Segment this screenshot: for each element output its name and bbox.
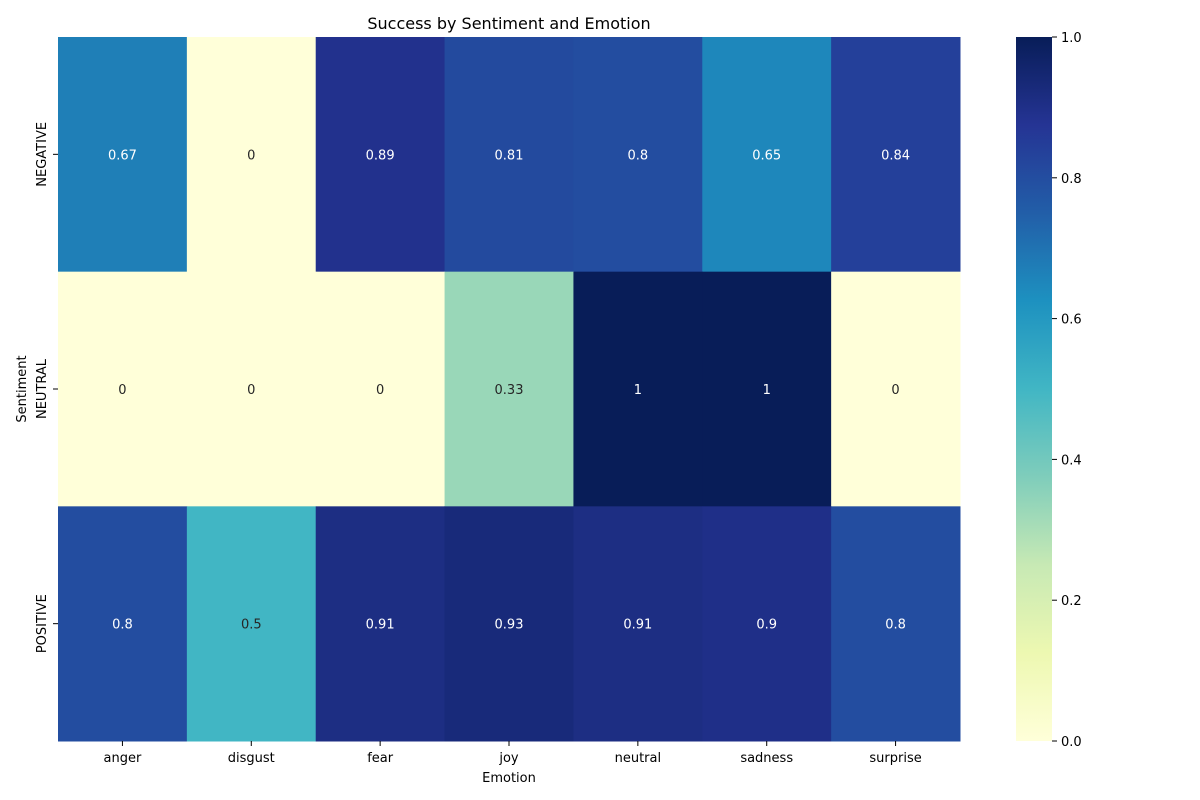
heatmap-cell-labels: 0.67 0 0.89 0.81 0.8 0.65 0.84 0 0 0 0.33 1 1 0 0.8 0.5… <box>108 148 910 632</box>
cell-value-label: 0 <box>891 383 899 398</box>
y-tick-label: NEUTRAL <box>35 358 50 419</box>
heatmap-cell <box>315 506 446 742</box>
cell-value-label: 0.65 <box>752 148 781 163</box>
cell-value-label: 0.8 <box>628 148 649 163</box>
colorbar-tick-label: 0.8 <box>1061 172 1082 187</box>
heatmap-cell <box>444 37 574 273</box>
x-axis-label: Emotion <box>482 771 536 786</box>
cell-value-label: 0.5 <box>241 618 262 633</box>
cell-value-label: 0.81 <box>495 148 524 163</box>
cell-value-label: 0.8 <box>885 618 906 633</box>
heatmap-cell <box>444 271 574 507</box>
y-axis-label: Sentiment <box>15 355 30 422</box>
x-tick-label: anger <box>104 751 142 766</box>
colorbar-tick-label: 1.0 <box>1061 31 1082 46</box>
x-tick-label: joy <box>498 751 519 766</box>
heatmap-cell <box>186 37 317 273</box>
colorbar-tick-label: 0.4 <box>1061 453 1082 468</box>
y-tick-label: POSITIVE <box>35 594 50 653</box>
y-axis-ticks: NEGATIVE NEUTRAL POSITIVE <box>35 122 58 653</box>
cell-value-label: 1 <box>763 383 771 398</box>
heatmap-cell <box>315 37 446 273</box>
heatmap-cell <box>831 37 961 273</box>
heatmap-cell <box>573 37 703 273</box>
heatmap-cell <box>315 271 446 507</box>
x-tick-label: sadness <box>740 751 793 766</box>
heatmap-cell <box>702 271 832 507</box>
x-axis-ticks: anger disgust fear joy neutral sadness surpris… <box>104 741 922 766</box>
colorbar-ticks: 0.0 0.2 0.4 0.6 0.8 1.0 <box>1052 31 1082 750</box>
x-tick-label: surprise <box>869 751 921 766</box>
cell-value-label: 0.8 <box>112 618 133 633</box>
heatmap-cell <box>58 271 188 507</box>
cell-value-label: 0.9 <box>756 618 777 633</box>
cell-value-label: 1 <box>634 383 642 398</box>
heatmap-cell <box>831 271 961 507</box>
heatmap-cell <box>573 506 703 742</box>
heatmap-cell <box>702 37 832 273</box>
chart-title: Success by Sentiment and Emotion <box>367 14 650 33</box>
heatmap-cell <box>831 506 961 742</box>
heatmap-cell <box>573 271 703 507</box>
heatmap-cell <box>186 506 317 742</box>
cell-value-label: 0.33 <box>495 383 524 398</box>
heatmap-cell <box>444 506 574 742</box>
heatmap-cells <box>58 37 961 742</box>
cell-value-label: 0 <box>376 383 384 398</box>
colorbar-tick-label: 0.6 <box>1061 313 1082 328</box>
cell-value-label: 0.91 <box>366 618 395 633</box>
cell-value-label: 0.89 <box>366 148 395 163</box>
heatmap-cell <box>58 506 188 742</box>
cell-value-label: 0 <box>247 148 255 163</box>
cell-value-label: 0.93 <box>495 618 524 633</box>
cell-value-label: 0.84 <box>881 148 910 163</box>
cell-value-label: 0.67 <box>108 148 137 163</box>
cell-value-label: 0 <box>118 383 126 398</box>
x-tick-label: neutral <box>615 751 662 766</box>
heatmap-cell <box>58 37 188 273</box>
cell-value-label: 0.91 <box>623 618 652 633</box>
cell-value-label: 0 <box>247 383 255 398</box>
x-tick-label: disgust <box>228 751 275 766</box>
colorbar-tick-label: 0.0 <box>1061 735 1082 750</box>
colorbar <box>1016 37 1052 741</box>
colorbar-tick-label: 0.2 <box>1061 594 1082 609</box>
heatmap-cell <box>186 271 317 507</box>
x-tick-label: fear <box>367 751 394 766</box>
heatmap-cell <box>702 506 832 742</box>
y-tick-label: NEGATIVE <box>35 122 50 187</box>
